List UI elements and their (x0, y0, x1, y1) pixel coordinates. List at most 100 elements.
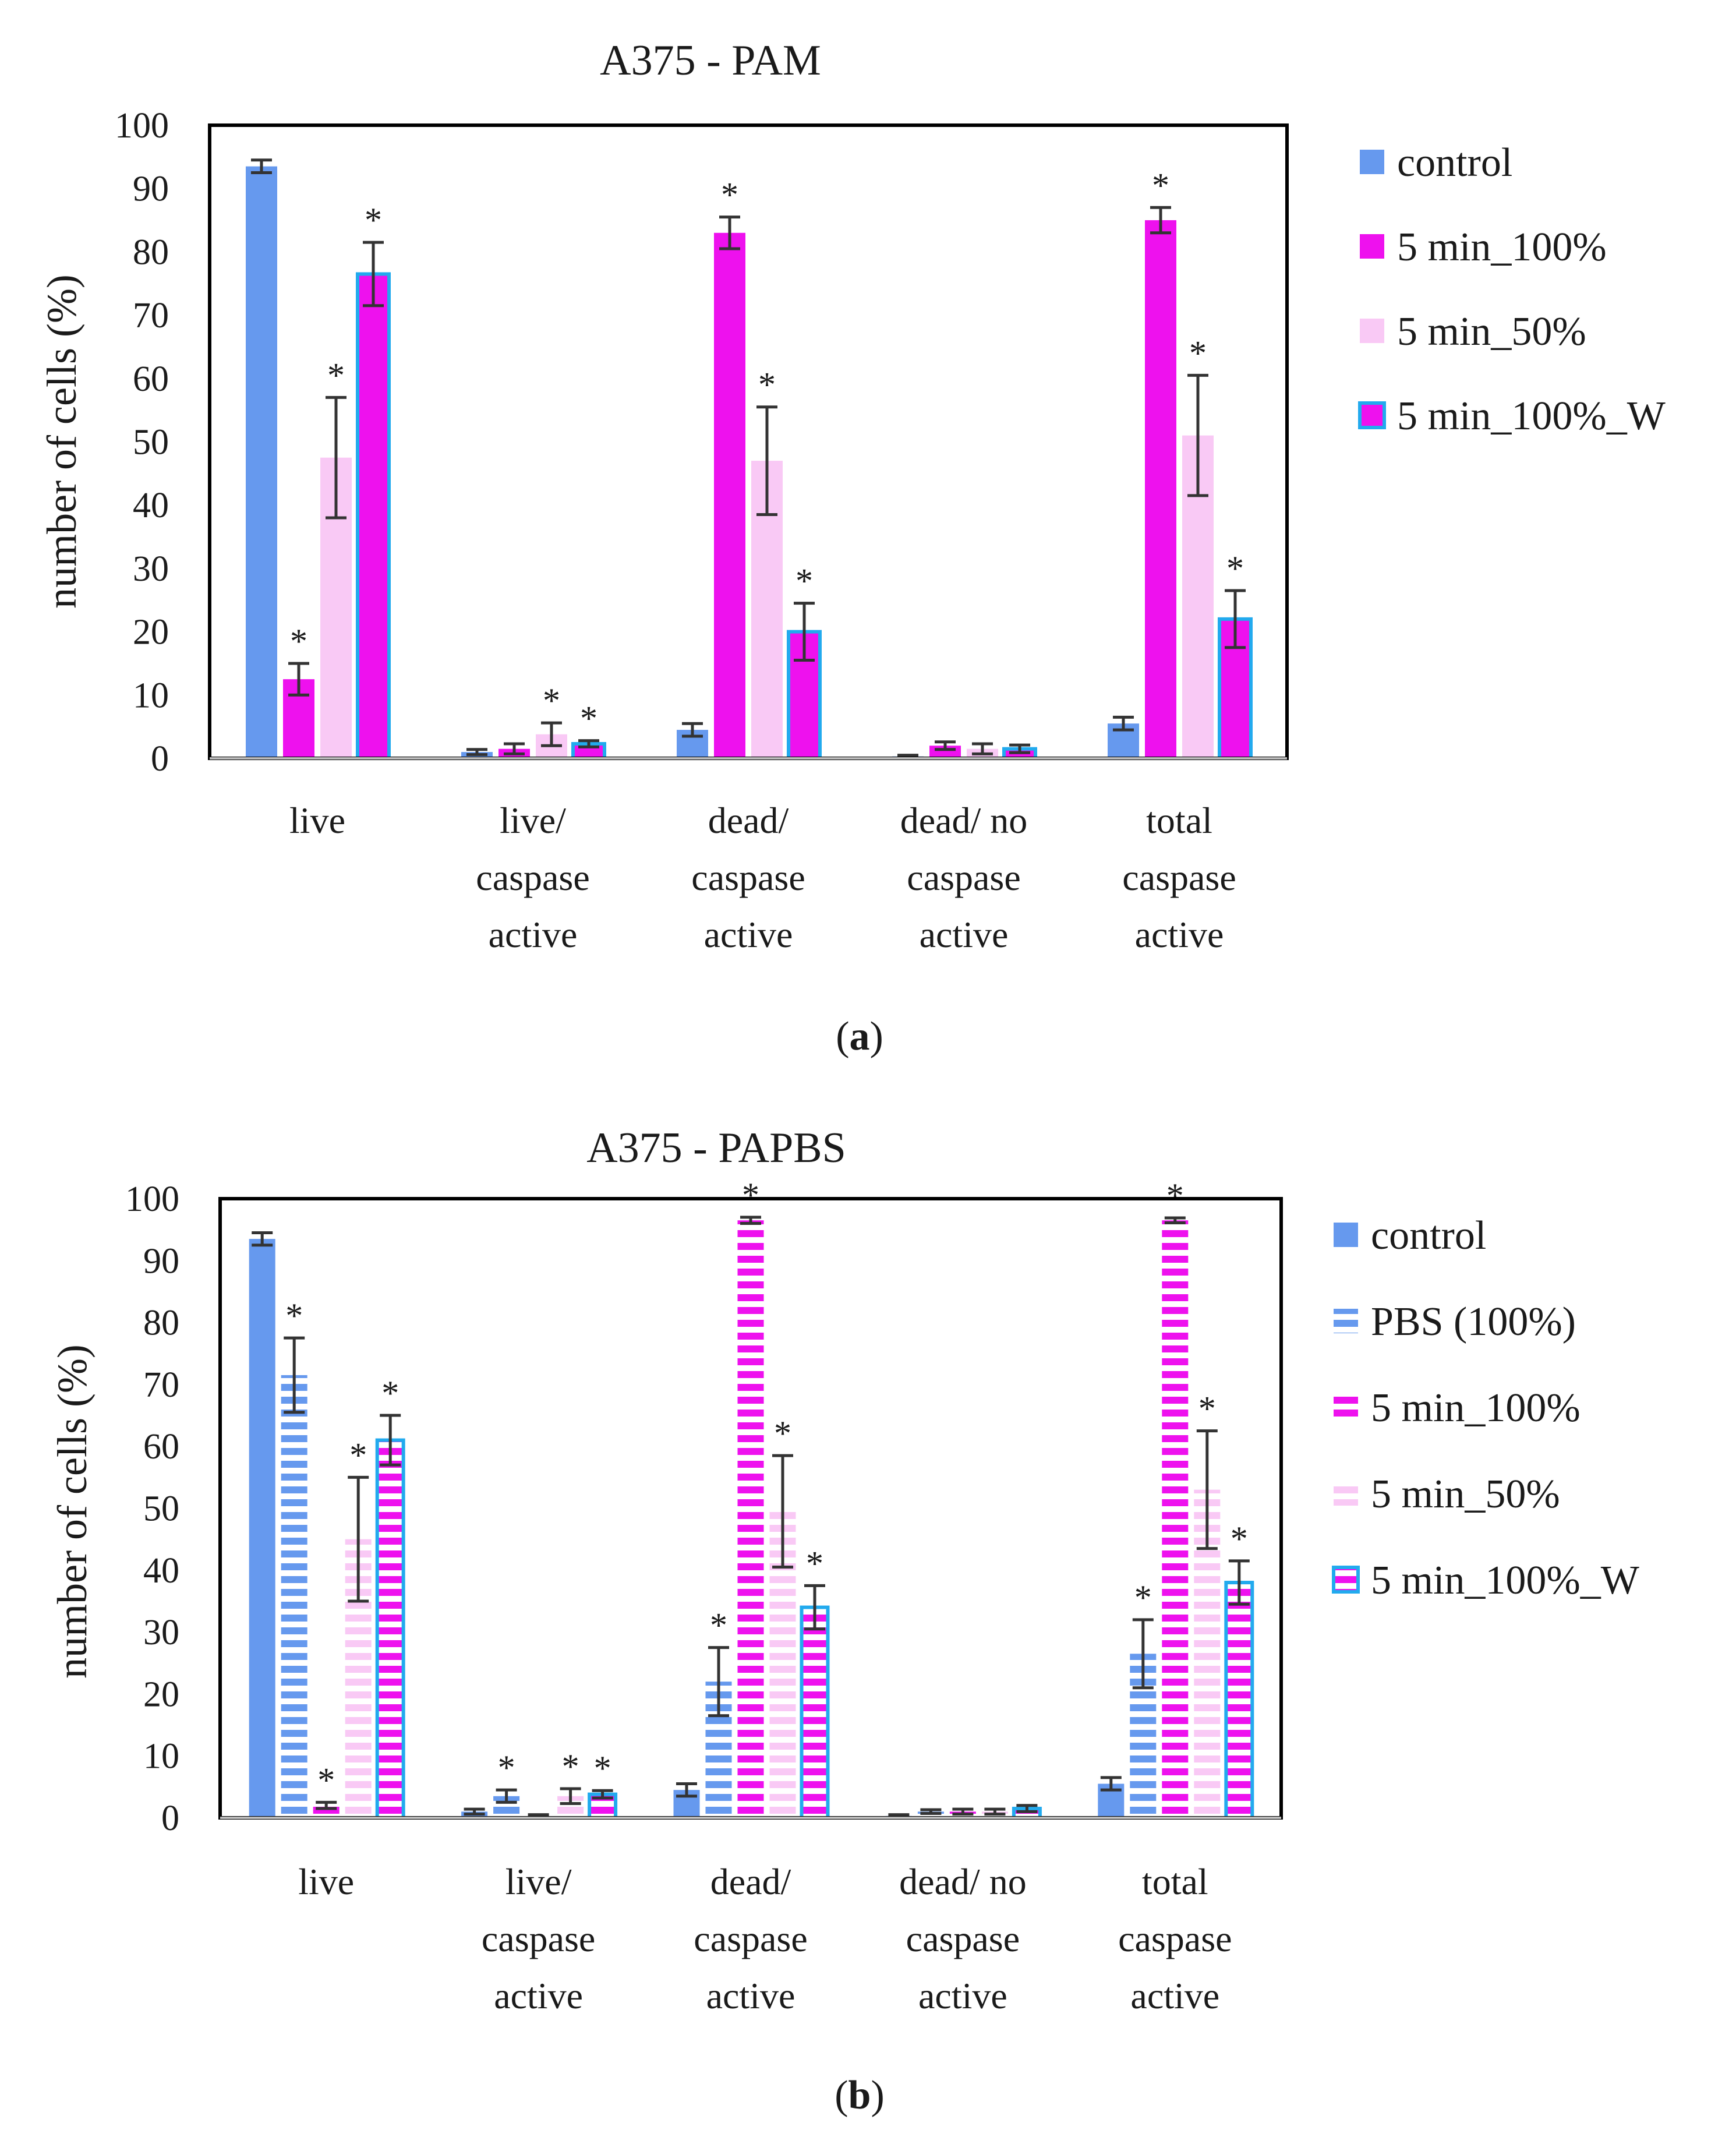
significance-star: * (498, 1749, 515, 1787)
y-tick-label: 90 (133, 169, 169, 209)
legend-label: 5 min_100% (1397, 225, 1607, 270)
legend-swatch (1360, 150, 1384, 174)
legend-swatch (1334, 1481, 1358, 1506)
significance-star: * (349, 1436, 367, 1474)
significance-star: * (1152, 166, 1169, 204)
legend-label: 5 min_100%_W (1371, 1558, 1639, 1603)
legend-swatch (1334, 1223, 1358, 1247)
y-axis-label: number of cells (%) (38, 274, 85, 609)
chart-title: A375 - PAPBS (586, 1124, 846, 1172)
x-category-label: caspase (694, 1918, 807, 1959)
significance-star: * (1189, 334, 1207, 372)
x-category-label: caspase (1122, 857, 1236, 898)
significance-star: * (1166, 1177, 1184, 1215)
x-category-label: dead/ no (899, 1861, 1027, 1902)
x-category-label: active (1130, 1975, 1219, 2016)
significance-star: * (758, 366, 776, 404)
y-tick-label: 70 (133, 296, 169, 335)
x-category-label: dead/ (710, 1861, 791, 1902)
legend-swatch (1332, 1566, 1360, 1594)
y-tick-label: 40 (133, 486, 169, 525)
significance-star: * (1231, 1520, 1248, 1558)
significance-star: * (742, 1176, 759, 1214)
x-category-label: caspase (691, 857, 805, 898)
significance-star: * (327, 356, 345, 394)
legend-label: 5 min_50% (1371, 1472, 1560, 1517)
significance-star: * (290, 622, 307, 660)
significance-star: * (1134, 1578, 1152, 1617)
legend-swatch (1360, 319, 1384, 343)
significance-star: * (1226, 549, 1244, 588)
legend-label: control (1371, 1213, 1486, 1258)
y-tick-label: 50 (133, 423, 169, 462)
x-category-label: caspase (482, 1918, 595, 1959)
y-tick-label: 20 (133, 613, 169, 652)
y-tick-label: 30 (133, 549, 169, 589)
legend-swatch (1360, 234, 1384, 259)
bar (375, 1438, 405, 1820)
legend-label: 5 min_50% (1397, 309, 1586, 354)
significance-star: * (710, 1606, 727, 1645)
significance-star: * (365, 201, 382, 239)
y-tick-label: 20 (143, 1675, 179, 1714)
y-tick-label: 10 (133, 676, 169, 715)
significance-star: * (580, 700, 597, 738)
panel-caption: (a) (836, 1014, 883, 1059)
x-category-label: active (494, 1975, 583, 2016)
significance-star: * (806, 1544, 823, 1583)
legend-label: 5 min_100% (1371, 1386, 1581, 1430)
x-category-label: active (489, 914, 578, 955)
significance-star: * (594, 1749, 611, 1788)
significance-star: * (721, 176, 738, 214)
significance-star: * (1198, 1390, 1216, 1428)
bar (249, 1239, 275, 1818)
x-category-label: dead/ (708, 800, 789, 841)
significance-star: * (562, 1747, 579, 1786)
significance-star: * (317, 1761, 335, 1799)
significance-star: * (543, 681, 560, 720)
bar (800, 1605, 830, 1820)
y-tick-label: 40 (143, 1551, 179, 1591)
legend-label: 5 min_100%_W (1397, 394, 1666, 439)
significance-star: * (795, 562, 813, 601)
y-tick-label: 100 (125, 1179, 179, 1219)
y-tick-label: 60 (143, 1427, 179, 1467)
y-tick-label: 50 (143, 1489, 179, 1529)
y-tick-label: 60 (133, 359, 169, 399)
bar (246, 166, 277, 758)
bar (714, 232, 745, 758)
legend-label: PBS (100%) (1371, 1299, 1576, 1344)
significance-star: * (285, 1297, 303, 1335)
bar (1162, 1220, 1189, 1818)
y-tick-label: 10 (143, 1737, 179, 1776)
x-category-label: live (298, 1861, 354, 1902)
bar (737, 1220, 764, 1818)
bar (356, 272, 391, 760)
x-category-label: caspase (1118, 1918, 1232, 1959)
x-category-label: caspase (906, 1918, 1020, 1959)
legend-swatch (1358, 401, 1386, 429)
x-category-label: total (1146, 800, 1212, 841)
x-category-label: dead/ no (900, 800, 1028, 841)
legend-swatch (1334, 1309, 1358, 1333)
x-category-label: active (918, 1975, 1007, 2016)
chart-b: A375 - PAPBS number of cells (%) 0 10 20 30 40… (49, 1124, 1639, 2118)
x-category-label: live/ (505, 1861, 572, 1902)
x-category-label: live/ (500, 800, 566, 841)
bar (281, 1375, 307, 1818)
significance-star: * (381, 1374, 399, 1412)
bar (1145, 220, 1176, 758)
x-category-label: active (706, 1975, 795, 2016)
panel-caption: (b) (835, 2073, 885, 2118)
y-tick-label: 0 (151, 739, 169, 779)
y-tick-label: 80 (143, 1304, 179, 1343)
chart-a: A375 - PAM number of cells (%) 0 10 20 30 40 50… (38, 37, 1666, 1059)
x-category-label: caspase (476, 857, 589, 898)
legend-swatch (1334, 1395, 1358, 1419)
x-category-label: active (920, 914, 1009, 955)
x-category-label: total (1142, 1861, 1208, 1902)
legend-label: control (1397, 140, 1512, 185)
y-tick-label: 100 (115, 106, 169, 146)
y-tick-label: 90 (143, 1241, 179, 1281)
